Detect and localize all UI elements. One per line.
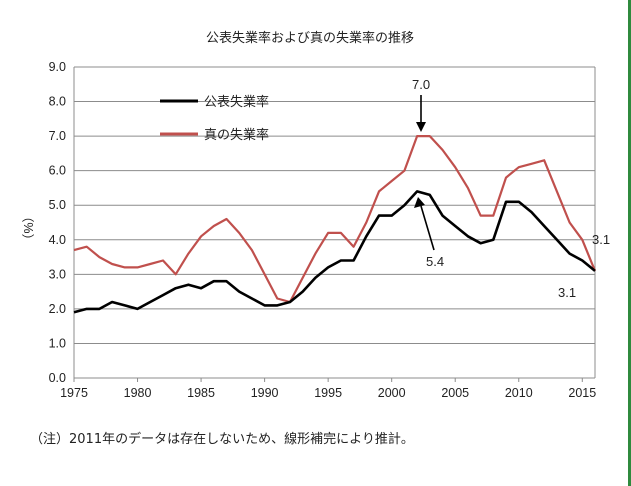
y-tick-label: 5.0 bbox=[49, 198, 66, 212]
chart-title: 公表失業率および真の失業率の推移 bbox=[206, 30, 414, 46]
y-tick-label: 6.0 bbox=[49, 164, 66, 178]
annotation-end-official: 3.1 bbox=[558, 285, 576, 300]
x-tick-label: 1995 bbox=[314, 386, 342, 400]
y-tick-label: 2.0 bbox=[49, 302, 66, 316]
y-axis-ticks: 0.0 1.0 2.0 3.0 4.0 5.0 6.0 7.0 8.0 9.0 bbox=[49, 60, 66, 385]
y-tick-label: 0.0 bbox=[49, 371, 66, 385]
footnote: （注）2011年のデータは存在しないため、線形補完により推計。 bbox=[30, 432, 414, 447]
y-tick-label: 3.0 bbox=[49, 267, 66, 281]
right-border-line bbox=[628, 0, 631, 486]
x-tick-label: 1980 bbox=[124, 386, 152, 400]
annotation-arrow-peak-official bbox=[420, 205, 435, 251]
series-line-true bbox=[73, 135, 597, 304]
y-axis-label: （%） bbox=[22, 210, 36, 246]
x-tick-label: 1985 bbox=[187, 386, 215, 400]
grid bbox=[73, 66, 596, 379]
y-tick-label: 1.0 bbox=[49, 336, 66, 350]
y-tick-label: 8.0 bbox=[49, 95, 66, 109]
x-tick-label: 1990 bbox=[251, 386, 279, 400]
legend: 公表失業率 真の失業率 bbox=[160, 94, 269, 143]
annotations: 7.0 5.4 3.1 3.1 bbox=[412, 77, 610, 300]
x-axis-ticks: 1975 1980 1985 1990 1995 2000 2005 2010 2015 bbox=[60, 378, 596, 400]
legend-label-official: 公表失業率 bbox=[204, 94, 269, 110]
series-lines bbox=[73, 135, 597, 314]
annotation-arrowhead-peak-official bbox=[414, 197, 425, 208]
annotation-peak-official: 5.4 bbox=[426, 254, 444, 269]
series-line-official bbox=[73, 190, 596, 314]
y-tick-label: 7.0 bbox=[49, 129, 66, 143]
annotation-arrowhead-peak-true bbox=[416, 122, 426, 132]
y-tick-label: 9.0 bbox=[49, 60, 66, 74]
annotation-end-true: 3.1 bbox=[592, 232, 610, 247]
x-tick-label: 2015 bbox=[568, 386, 596, 400]
y-tick-label: 4.0 bbox=[49, 233, 66, 247]
x-tick-label: 2010 bbox=[505, 386, 533, 400]
x-tick-label: 1975 bbox=[60, 386, 88, 400]
x-tick-label: 2000 bbox=[378, 386, 406, 400]
x-tick-label: 2005 bbox=[441, 386, 469, 400]
legend-label-true: 真の失業率 bbox=[204, 127, 269, 143]
annotation-peak-true: 7.0 bbox=[412, 77, 430, 92]
